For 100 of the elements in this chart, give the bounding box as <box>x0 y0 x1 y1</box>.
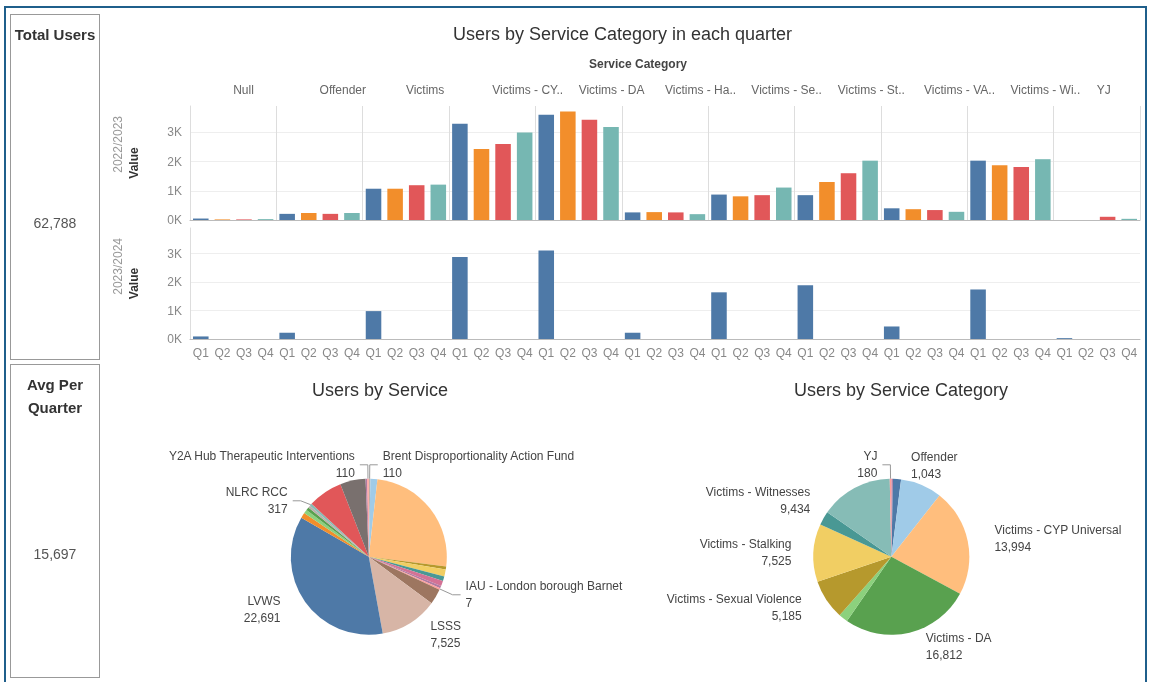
x-tick-label: Q4 <box>603 346 620 360</box>
x-tick-label: Q3 <box>1099 346 1116 360</box>
y-tick-label: 0K <box>167 213 182 227</box>
x-tick-label: Q2 <box>559 346 577 360</box>
slice-label: Victims - Stalking <box>699 536 792 551</box>
bar <box>970 160 986 220</box>
x-tick-label: Q1 <box>624 346 641 360</box>
text: 62,788 <box>32 214 78 231</box>
bar <box>279 332 295 339</box>
x-tick-label: Q4 <box>862 346 879 360</box>
text: Victims - Se.. <box>751 83 822 97</box>
y-tick-label: 0K <box>167 332 182 346</box>
chart-title: Users by Service <box>311 380 449 400</box>
bar <box>797 195 814 220</box>
bar <box>365 188 382 220</box>
data-label: 110 <box>382 466 403 481</box>
bar <box>279 213 295 220</box>
data-label: 180 <box>857 466 878 481</box>
x-tick-label: Q1 <box>797 346 814 360</box>
bar <box>711 292 727 339</box>
bar <box>193 336 209 339</box>
bar <box>322 213 339 220</box>
x-tick-label: Q2 <box>646 346 663 360</box>
x-tick-label: Q3 <box>495 346 512 360</box>
slice-label: Offender <box>911 449 958 464</box>
slice-label: LSSS <box>430 619 462 634</box>
x-tick-label: Q3 <box>581 346 598 360</box>
slice-label: IAU - London borough Barnet <box>465 579 624 594</box>
x-tick-label: Q1 <box>365 346 382 360</box>
text: Victims - CY.. <box>492 83 564 97</box>
text: Total Users <box>13 25 97 45</box>
data-label: 7,525 <box>761 553 792 568</box>
slice-label: NLRC RCC <box>225 485 289 500</box>
text: Victims - Ha.. <box>665 83 737 97</box>
bar <box>538 114 555 220</box>
x-tick-label: Q2 <box>387 346 404 360</box>
x-tick-label: Q3 <box>926 346 944 360</box>
y-axis-title: Value <box>127 147 141 179</box>
data-label: 1,043 <box>911 466 942 481</box>
x-tick-label: Q2 <box>818 346 836 360</box>
bar <box>603 127 619 220</box>
x-tick-label: Q4 <box>1121 346 1138 360</box>
chart-title: Users by Service Category <box>793 380 1009 400</box>
bar <box>430 184 447 220</box>
text: 2023/2024 <box>111 237 125 295</box>
data-label: 16,812 <box>925 647 963 662</box>
data-label: 9,434 <box>780 502 811 517</box>
bar <box>1035 159 1051 220</box>
bar <box>452 123 468 220</box>
y-axis-title: Value <box>127 267 141 300</box>
bar <box>1099 216 1116 220</box>
bar <box>495 144 511 220</box>
x-tick-label: Q2 <box>473 346 490 360</box>
text: Victims - St.. <box>837 83 905 97</box>
bar <box>300 212 317 220</box>
slice-label: Brent Disproportionality Action Fund <box>382 449 575 464</box>
x-tick-label: Q1 <box>279 346 296 360</box>
x-tick-label: Q3 <box>754 346 771 360</box>
bar <box>387 188 403 220</box>
y-tick-label: 3K <box>167 246 182 261</box>
x-tick-label: Q3 <box>322 346 339 360</box>
bar <box>711 194 727 220</box>
bar <box>862 160 878 220</box>
bar <box>344 212 360 220</box>
slice-label: LVWS <box>247 594 281 609</box>
y-tick-label: 1K <box>167 303 182 318</box>
slice-label: Victims - DA <box>925 630 992 645</box>
bar <box>754 195 770 220</box>
text: Avg Per Quarter <box>25 375 85 418</box>
text: Null <box>233 83 254 97</box>
data-label: 22,691 <box>243 611 281 626</box>
bar <box>538 250 555 339</box>
text: Victims - DA <box>578 83 645 97</box>
bar <box>646 212 662 220</box>
text: 15,697 <box>32 545 78 562</box>
bar <box>927 210 943 220</box>
data-label: 7 <box>465 596 473 611</box>
x-tick-label: Q1 <box>538 346 555 360</box>
bar <box>408 185 425 220</box>
x-tick-label: Q3 <box>235 346 253 360</box>
x-tick-label: Q4 <box>689 346 706 360</box>
data-label: 13,994 <box>994 539 1032 554</box>
x-tick-label: Q2 <box>300 346 318 360</box>
x-axis-title: Service Category <box>588 57 688 71</box>
x-tick-label: Q2 <box>905 346 922 360</box>
data-label: 317 <box>267 502 289 517</box>
x-tick-label: Q2 <box>214 346 231 360</box>
x-tick-label: Q3 <box>408 346 426 360</box>
text: YJ <box>1096 83 1111 97</box>
y-tick-label: 3K <box>167 125 182 140</box>
x-tick-label: Q1 <box>1056 346 1073 360</box>
x-tick-label: Q4 <box>775 346 793 360</box>
bar <box>516 132 533 220</box>
bar <box>1013 167 1030 220</box>
bar <box>581 119 598 220</box>
bar <box>624 332 641 339</box>
text: 2022/2023 <box>111 115 125 173</box>
x-tick-label: Q1 <box>192 346 210 360</box>
y-tick-label: 2K <box>167 275 182 290</box>
bar <box>689 214 706 220</box>
